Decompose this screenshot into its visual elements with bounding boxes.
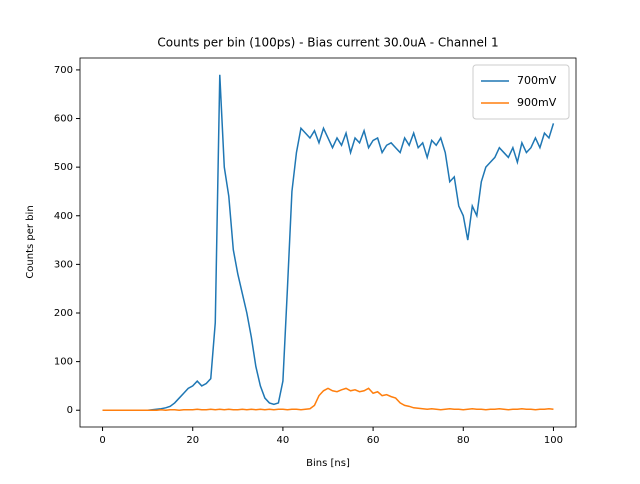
- x-tick-label: 100: [544, 435, 563, 446]
- legend-label: 700mV: [517, 74, 557, 87]
- y-axis-label: Counts per bin: [25, 205, 36, 278]
- series-line: [102, 387, 554, 411]
- y-tick-label: 600: [54, 114, 73, 125]
- y-tick-label: 500: [54, 162, 73, 173]
- y-tick-label: 100: [54, 357, 73, 368]
- y-tick-label: 700: [54, 65, 73, 76]
- legend-label: 900mV: [517, 96, 557, 109]
- plot-frame: [79, 57, 577, 428]
- series-line: [102, 74, 555, 411]
- y-tick-label: 0: [67, 405, 73, 416]
- y-tick-label: 400: [54, 211, 73, 222]
- x-tick-label: 20: [186, 435, 199, 446]
- x-axis-label: Bins [ns]: [306, 458, 350, 469]
- x-tick-label: 40: [277, 435, 290, 446]
- x-tick-label: 0: [99, 435, 105, 446]
- x-tick-label: 80: [457, 435, 470, 446]
- y-tick-label: 300: [54, 259, 73, 270]
- legend-box: [472, 64, 570, 120]
- chart-title: Counts per bin (100ps) - Bias current 30…: [157, 36, 498, 50]
- x-tick-label: 60: [367, 435, 380, 446]
- y-tick-label: 200: [54, 308, 73, 319]
